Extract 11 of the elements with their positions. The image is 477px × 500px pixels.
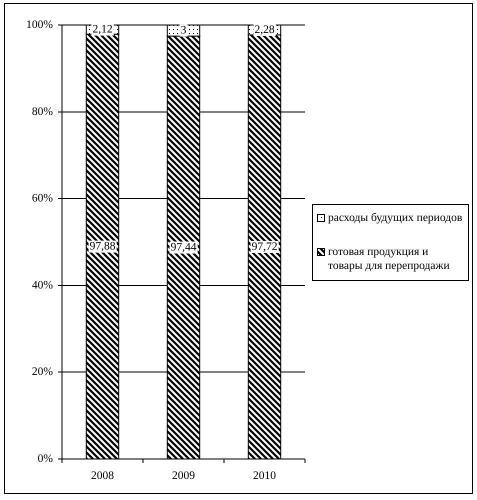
y-tick-label: 20% [32,366,54,378]
y-tick-label: 60% [32,192,54,205]
y-tick-label: 40% [32,279,54,292]
y-tick-label: 80% [32,106,54,118]
x-tick-label: 2009 [172,470,196,482]
y-tick-label: 100% [26,19,54,31]
legend-label: расходы будущих периодов [328,212,463,224]
x-tick-label: 2010 [253,470,276,482]
legend-label: готовая продукция и товары для перепродажи [328,246,450,272]
x-tick-label: 2008 [91,470,114,482]
y-tick-label: 0% [38,453,54,465]
